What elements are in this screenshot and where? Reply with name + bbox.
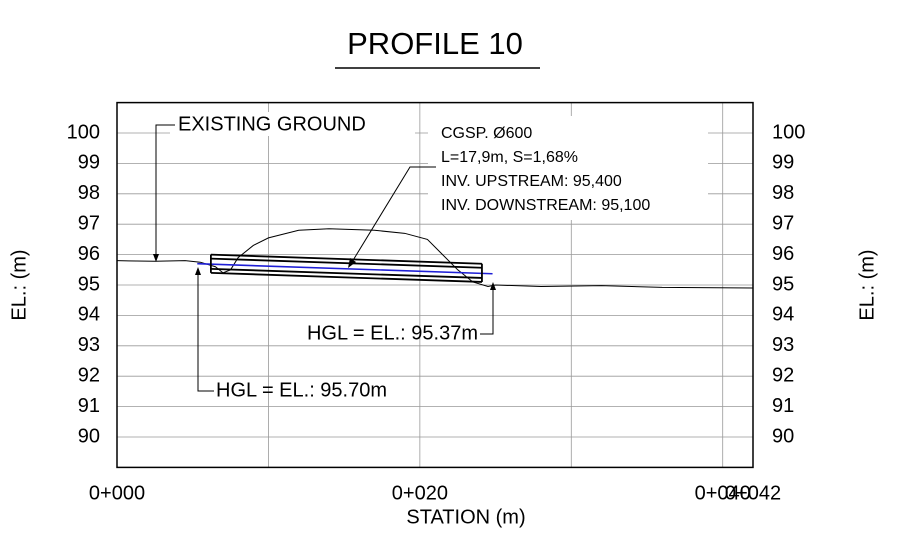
pipe-leader	[351, 166, 436, 263]
ground-line	[116, 228, 754, 289]
y-tick-label-right: 93	[772, 334, 794, 356]
hgl-down-leader	[480, 290, 494, 335]
y-tick-label: 97	[78, 212, 100, 234]
pipe-annotation: INV. UPSTREAM: 95,400	[441, 173, 622, 190]
y-tick-label-right: 97	[772, 212, 794, 234]
y-tick-label: 98	[78, 182, 100, 204]
y-tick-label: 90	[78, 425, 100, 447]
y-tick-label-right: 94	[772, 304, 794, 326]
pipe-annotation: INV. DOWNSTREAM: 95,100	[441, 197, 650, 214]
hgl-up-arrow	[195, 267, 201, 275]
hgl-line	[197, 262, 493, 275]
x-axis-label: STATION (m)	[406, 506, 525, 528]
x-tick-label: 0+020	[392, 482, 448, 504]
pipe-invert-inner	[210, 267, 482, 279]
ground-leader	[155, 124, 175, 255]
hgl-down-label: HGL = EL.: 95.37m	[307, 322, 478, 344]
y-tick-label: 94	[78, 304, 100, 326]
pipe-crown-inner	[210, 257, 482, 269]
y-tick-label: 92	[78, 364, 100, 386]
y-tick-label-right: 99	[772, 152, 794, 174]
y-tick-label-right: 90	[772, 425, 794, 447]
y-tick-label-right: 92	[772, 364, 794, 386]
x-tick-label: 0+042	[725, 482, 781, 504]
x-tick-label: 0+000	[89, 482, 145, 504]
y-tick-label: 93	[78, 334, 100, 356]
y-axis-label: EL.: (m)	[8, 249, 30, 320]
y-tick-label-right: 100	[772, 121, 805, 143]
x-tick-label: 0+040	[695, 482, 751, 504]
hgl-up-label: HGL = EL.: 95.70m	[216, 379, 387, 401]
y-tick-label-right: 95	[772, 273, 794, 295]
y-tick-label-right: 91	[772, 395, 794, 417]
pipe-invert	[210, 271, 482, 283]
pipe-crown	[210, 253, 482, 265]
ground-label: EXISTING GROUND	[178, 113, 366, 135]
y-tick-label-right: 96	[772, 243, 794, 265]
annotation-bg	[428, 116, 708, 220]
hgl-up-leader	[197, 275, 214, 392]
y-tick-label: 91	[78, 395, 100, 417]
ground-arrow	[153, 254, 159, 262]
hgl-down-arrow	[490, 282, 496, 290]
pipe-arrow	[348, 258, 356, 268]
pipe-annotation: L=17,9m, S=1,68%	[441, 149, 578, 166]
y-tick-label: 96	[78, 243, 100, 265]
y-tick-label: 99	[78, 152, 100, 174]
chart-title: PROFILE 10	[347, 26, 523, 61]
y-axis-label-right: EL.: (m)	[856, 249, 878, 320]
y-tick-label: 100	[67, 121, 100, 143]
frame	[116, 101, 754, 469]
y-tick-label-right: 98	[772, 182, 794, 204]
annotation-bg	[170, 112, 415, 136]
pipe-annotation: CGSP. Ø600	[441, 125, 532, 142]
y-tick-label: 95	[78, 273, 100, 295]
